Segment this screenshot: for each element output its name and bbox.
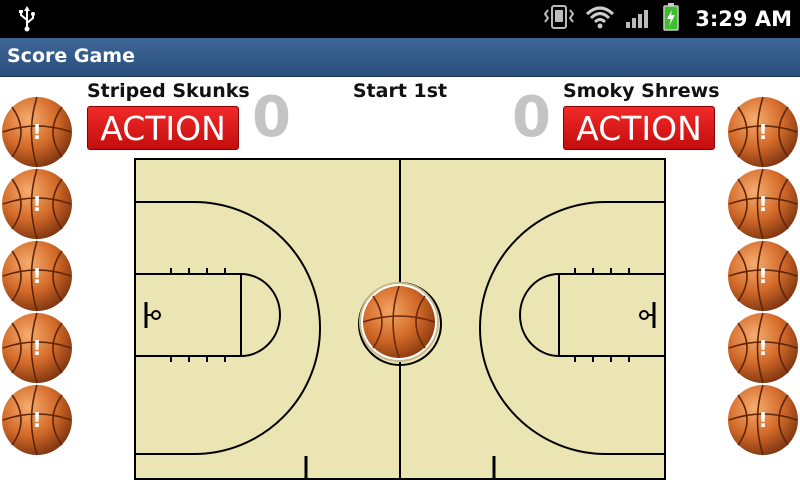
vibrate-icon — [543, 4, 575, 34]
game-ball-button[interactable] — [357, 280, 441, 364]
away-player-list: !!!!! — [726, 96, 800, 456]
home-action-button[interactable]: ACTION — [87, 106, 239, 150]
wifi-icon — [585, 4, 615, 34]
away-player-button[interactable]: ! — [726, 96, 800, 168]
home-player-button[interactable]: ! — [0, 96, 74, 168]
player-label: ! — [758, 264, 767, 288]
home-player-button[interactable]: ! — [0, 312, 74, 384]
app-title: Score Game — [7, 45, 135, 67]
away-player-button[interactable]: ! — [726, 240, 800, 312]
status-bar: 3:29 AM — [0, 0, 800, 38]
player-label: ! — [758, 408, 767, 432]
player-label: ! — [758, 336, 767, 360]
player-label: ! — [32, 336, 41, 360]
player-label: ! — [32, 120, 41, 144]
away-player-button[interactable]: ! — [726, 312, 800, 384]
home-player-button[interactable]: ! — [0, 384, 74, 456]
period-label[interactable]: Start 1st — [352, 80, 448, 102]
player-label: ! — [32, 408, 41, 432]
battery-charging-icon — [663, 3, 680, 35]
away-team-name: Smoky Shrews — [563, 80, 720, 102]
player-label: ! — [758, 120, 767, 144]
away-score: 0 — [512, 85, 551, 150]
player-label: ! — [758, 192, 767, 216]
signal-icon — [625, 4, 653, 34]
home-player-list: !!!!! — [0, 96, 74, 456]
clock: 3:29 AM — [695, 7, 792, 31]
home-score: 0 — [252, 85, 291, 150]
home-player-button[interactable]: ! — [0, 168, 74, 240]
title-bar: Score Game — [0, 38, 800, 77]
home-player-button[interactable]: ! — [0, 240, 74, 312]
player-label: ! — [32, 264, 41, 288]
usb-icon — [18, 6, 36, 36]
away-player-button[interactable]: ! — [726, 168, 800, 240]
away-player-button[interactable]: ! — [726, 384, 800, 456]
away-action-button[interactable]: ACTION — [563, 106, 715, 150]
player-label: ! — [32, 192, 41, 216]
home-team-name: Striped Skunks — [87, 80, 250, 102]
